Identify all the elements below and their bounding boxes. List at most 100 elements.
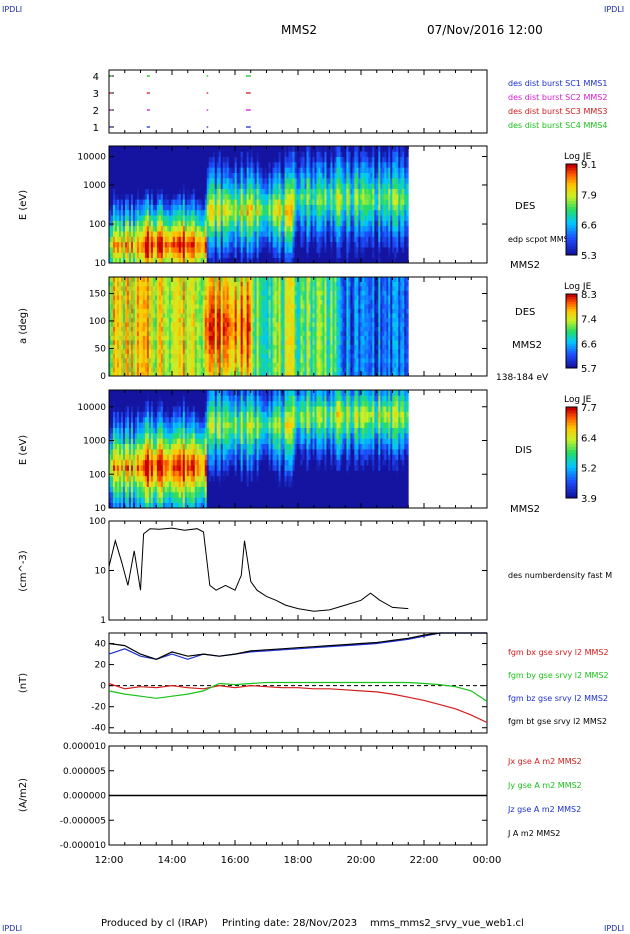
des-energy-pixel bbox=[406, 247, 409, 253]
des-energy-pixel bbox=[180, 257, 184, 264]
des-energy-pixel bbox=[174, 172, 178, 179]
des-energy-colorbar-cell bbox=[566, 230, 577, 235]
des-energy-pixel bbox=[150, 156, 154, 163]
des-energy-pixel bbox=[206, 204, 210, 211]
des-energy-pixel bbox=[118, 220, 122, 227]
des-energy-pixel bbox=[162, 199, 166, 205]
des-energy-pixel bbox=[156, 247, 160, 253]
des-energy-pixel bbox=[110, 151, 114, 158]
des-energy-pixel bbox=[138, 231, 142, 237]
des-energy-colorbar-tick: 9.1 bbox=[581, 160, 597, 171]
des-energy-pixel bbox=[162, 167, 166, 173]
des-energy-colorbar-cell bbox=[566, 167, 577, 171]
des-energy-pixel bbox=[174, 209, 178, 216]
des-energy-pixel bbox=[156, 193, 160, 200]
des-energy-pixel bbox=[154, 193, 158, 200]
des-energy-pixel bbox=[188, 183, 192, 189]
des-energy-pixel bbox=[154, 225, 158, 232]
des-energy-pixel bbox=[148, 151, 152, 158]
des-energy-pixel bbox=[146, 204, 150, 211]
des-energy-pixel bbox=[184, 252, 188, 259]
des-energy-pixel bbox=[124, 247, 128, 253]
des-energy-pixel bbox=[112, 241, 116, 248]
des-energy-pixel bbox=[146, 146, 150, 152]
des-energy-pixel bbox=[154, 161, 158, 168]
des-energy-pixel bbox=[206, 225, 210, 232]
des-energy-pixel bbox=[170, 167, 174, 173]
des-energy-pixel bbox=[206, 161, 210, 168]
des-energy-pixel bbox=[174, 146, 178, 152]
des-energy-pixel bbox=[188, 220, 192, 227]
des-energy-pixel bbox=[134, 241, 138, 248]
des-energy-pixel bbox=[146, 257, 150, 264]
des-energy-pixel bbox=[192, 188, 196, 195]
des-energy-pixel bbox=[194, 220, 198, 227]
des-energy-pixel bbox=[168, 172, 172, 179]
des-energy-pixel bbox=[124, 252, 128, 259]
des-energy-pixel bbox=[142, 220, 146, 227]
des-energy-pixel bbox=[116, 209, 120, 216]
des-energy-pixel bbox=[198, 252, 202, 259]
des-energy-pixel bbox=[162, 252, 166, 259]
des-energy-pixel bbox=[146, 247, 150, 253]
des-energy-pixel bbox=[144, 172, 148, 179]
des-energy-pixel bbox=[406, 199, 409, 205]
des-energy-pixel bbox=[208, 167, 212, 173]
des-energy-pixel bbox=[142, 146, 146, 152]
des-energy-pixel bbox=[122, 156, 126, 163]
des-energy-pixel bbox=[196, 215, 200, 221]
des-energy-pixel bbox=[109, 209, 112, 216]
des-energy-pixel bbox=[210, 172, 214, 179]
des-energy-pixel bbox=[188, 252, 192, 259]
des-energy-pixel bbox=[126, 172, 130, 179]
des-energy-pixel bbox=[152, 225, 156, 232]
des-energy-colorbar-tick: 6.6 bbox=[581, 221, 597, 232]
des-energy-pixel bbox=[178, 257, 182, 264]
des-energy-pixel bbox=[118, 231, 122, 237]
des-energy-pixel bbox=[174, 236, 178, 243]
des-energy-pixel bbox=[154, 167, 158, 173]
des-energy-pixel bbox=[208, 225, 212, 232]
des-energy-pixel bbox=[136, 204, 140, 211]
des-energy-pixel bbox=[120, 156, 124, 163]
des-energy-pixel bbox=[172, 225, 176, 232]
des-energy-pixel bbox=[204, 220, 208, 227]
des-energy-pixel bbox=[172, 247, 176, 253]
des-energy-pixel bbox=[406, 241, 409, 248]
des-energy-pixel bbox=[178, 177, 182, 184]
des-energy-pixel bbox=[114, 199, 118, 205]
des-energy-pixel bbox=[158, 199, 162, 205]
des-energy-pixel bbox=[186, 241, 190, 248]
des-energy-pixel bbox=[110, 199, 114, 205]
des-energy-pixel bbox=[118, 156, 122, 163]
des-energy-pixel bbox=[140, 247, 144, 253]
des-energy-pixel bbox=[130, 199, 134, 205]
des-energy-pixel bbox=[206, 146, 210, 152]
des-energy-pixel bbox=[112, 231, 116, 237]
des-energy-pixel bbox=[150, 183, 154, 189]
des-energy-pixel bbox=[116, 236, 120, 243]
des-energy-pixel bbox=[190, 156, 194, 163]
des-energy-pixel bbox=[184, 161, 188, 168]
des-energy-colorbar-cell bbox=[566, 221, 577, 226]
des-energy-pixel bbox=[406, 193, 409, 200]
des-energy-pixel bbox=[154, 188, 158, 195]
des-energy-pixel bbox=[188, 231, 192, 237]
des-energy-pixel bbox=[128, 252, 132, 259]
des-energy-pixel bbox=[114, 225, 118, 232]
des-energy-pixel bbox=[164, 151, 168, 158]
des-energy-colorbar-cell bbox=[566, 218, 577, 223]
des-energy-pixel bbox=[198, 188, 202, 195]
des-energy-pixel bbox=[112, 161, 116, 168]
des-energy-pixel bbox=[182, 247, 186, 253]
des-energy-pixel bbox=[202, 199, 206, 205]
des-energy-pixel bbox=[188, 257, 192, 264]
des-energy-pixel bbox=[188, 193, 192, 200]
des-energy-pixel bbox=[192, 146, 196, 152]
des-energy-pixel bbox=[112, 193, 116, 200]
des-energy-pixel bbox=[109, 252, 112, 259]
des-energy-pixel bbox=[166, 215, 170, 221]
des-energy-pixel bbox=[132, 177, 136, 184]
des-energy-pixel bbox=[184, 215, 188, 221]
des-energy-pixel bbox=[148, 204, 152, 211]
